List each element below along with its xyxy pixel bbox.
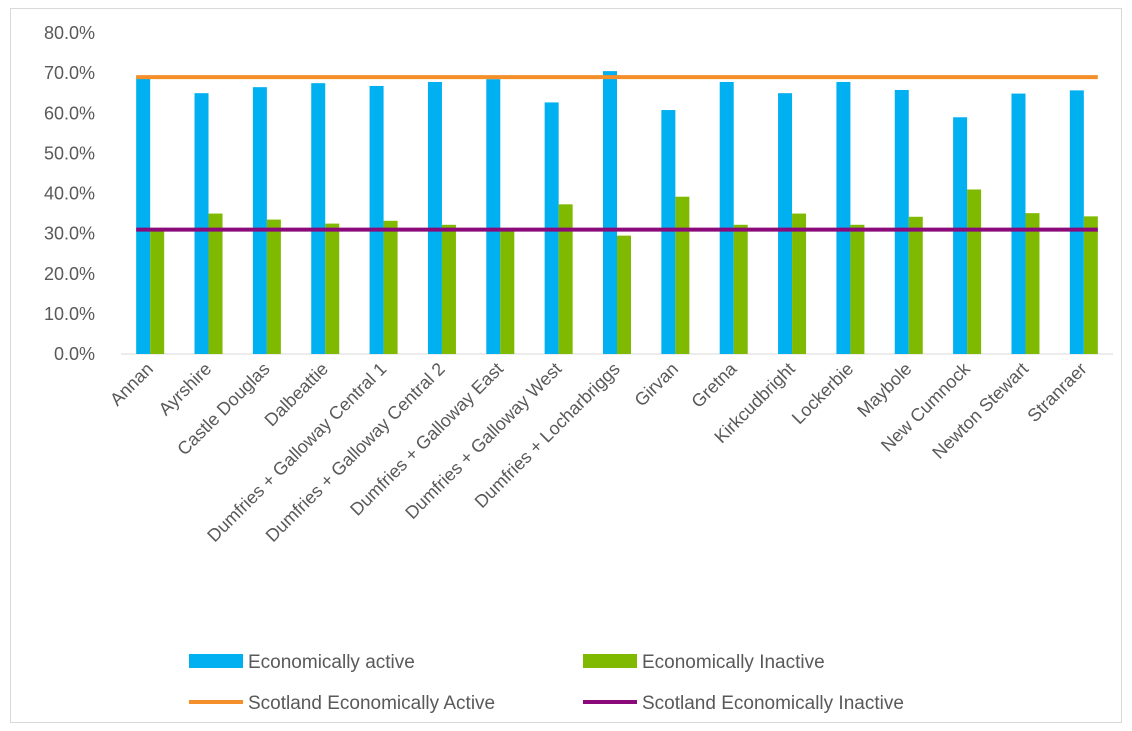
x-tick-label: Gretna bbox=[687, 358, 741, 412]
x-tick-label: Lockerbie bbox=[788, 359, 857, 428]
legend-swatch bbox=[189, 654, 243, 668]
bar-active bbox=[1011, 93, 1026, 355]
bar-active bbox=[427, 81, 442, 354]
bar-active bbox=[894, 89, 909, 354]
y-tick-label: 20.0% bbox=[44, 264, 95, 284]
x-tick-label: Girvan bbox=[631, 359, 683, 411]
legend-swatch bbox=[583, 654, 637, 668]
legend-label: Scotland Economically Inactive bbox=[642, 693, 904, 714]
x-tick-label: Annan bbox=[106, 359, 157, 410]
x-tick-label: Stranraer bbox=[1023, 359, 1090, 426]
bar-inactive bbox=[325, 223, 340, 354]
x-tick-label: Ayrshire bbox=[155, 359, 216, 420]
legend-label: Economically Inactive bbox=[642, 652, 825, 673]
bar-inactive bbox=[383, 220, 398, 354]
bar-inactive bbox=[150, 230, 165, 354]
bar-active bbox=[719, 81, 734, 354]
bar-active bbox=[252, 87, 267, 354]
bar-active bbox=[136, 76, 151, 355]
y-tick-label: 60.0% bbox=[44, 103, 95, 123]
bar-active bbox=[836, 81, 851, 354]
y-tick-label: 10.0% bbox=[44, 304, 95, 324]
bar-inactive bbox=[850, 224, 865, 354]
y-tick-label: 40.0% bbox=[44, 184, 95, 204]
chart-area: 0.0% 10.0% 20.0% 30.0% 40.0% 50.0% 60.0% 70.0% 8… bbox=[10, 8, 1122, 723]
bar-inactive bbox=[558, 204, 573, 354]
bar-inactive bbox=[208, 213, 223, 354]
bar-active bbox=[661, 110, 676, 354]
legend-label: Economically active bbox=[248, 652, 415, 673]
bar-inactive bbox=[675, 196, 690, 354]
bar-active bbox=[1069, 90, 1084, 354]
legend-label: Scotland Economically Active bbox=[248, 693, 495, 714]
bar-inactive bbox=[617, 235, 631, 354]
bar-inactive bbox=[1025, 213, 1040, 354]
bar-inactive bbox=[500, 229, 515, 354]
bar-active bbox=[486, 79, 501, 355]
bar-active bbox=[369, 85, 384, 354]
y-tick-label: 50.0% bbox=[44, 143, 95, 163]
bar-active bbox=[603, 71, 617, 355]
bar-inactive bbox=[733, 224, 748, 354]
bar-active bbox=[194, 93, 209, 354]
bar-active bbox=[953, 117, 968, 354]
bar-active bbox=[311, 83, 326, 354]
y-tick-label: 80.0% bbox=[44, 23, 95, 43]
y-tick-label: 0.0% bbox=[54, 344, 95, 364]
bar-inactive bbox=[908, 216, 923, 354]
y-tick-label: 30.0% bbox=[44, 224, 95, 244]
bar-inactive bbox=[266, 219, 281, 354]
bar-inactive bbox=[792, 213, 807, 354]
bar-inactive bbox=[1083, 216, 1098, 354]
chart-svg: 0.0% 10.0% 20.0% 30.0% 40.0% 50.0% 60.0% 70.0% 8… bbox=[44, 23, 1113, 714]
bar-active bbox=[778, 93, 793, 354]
bar-inactive bbox=[967, 189, 982, 354]
bar-inactive bbox=[441, 224, 456, 354]
y-tick-label: 70.0% bbox=[44, 63, 95, 83]
